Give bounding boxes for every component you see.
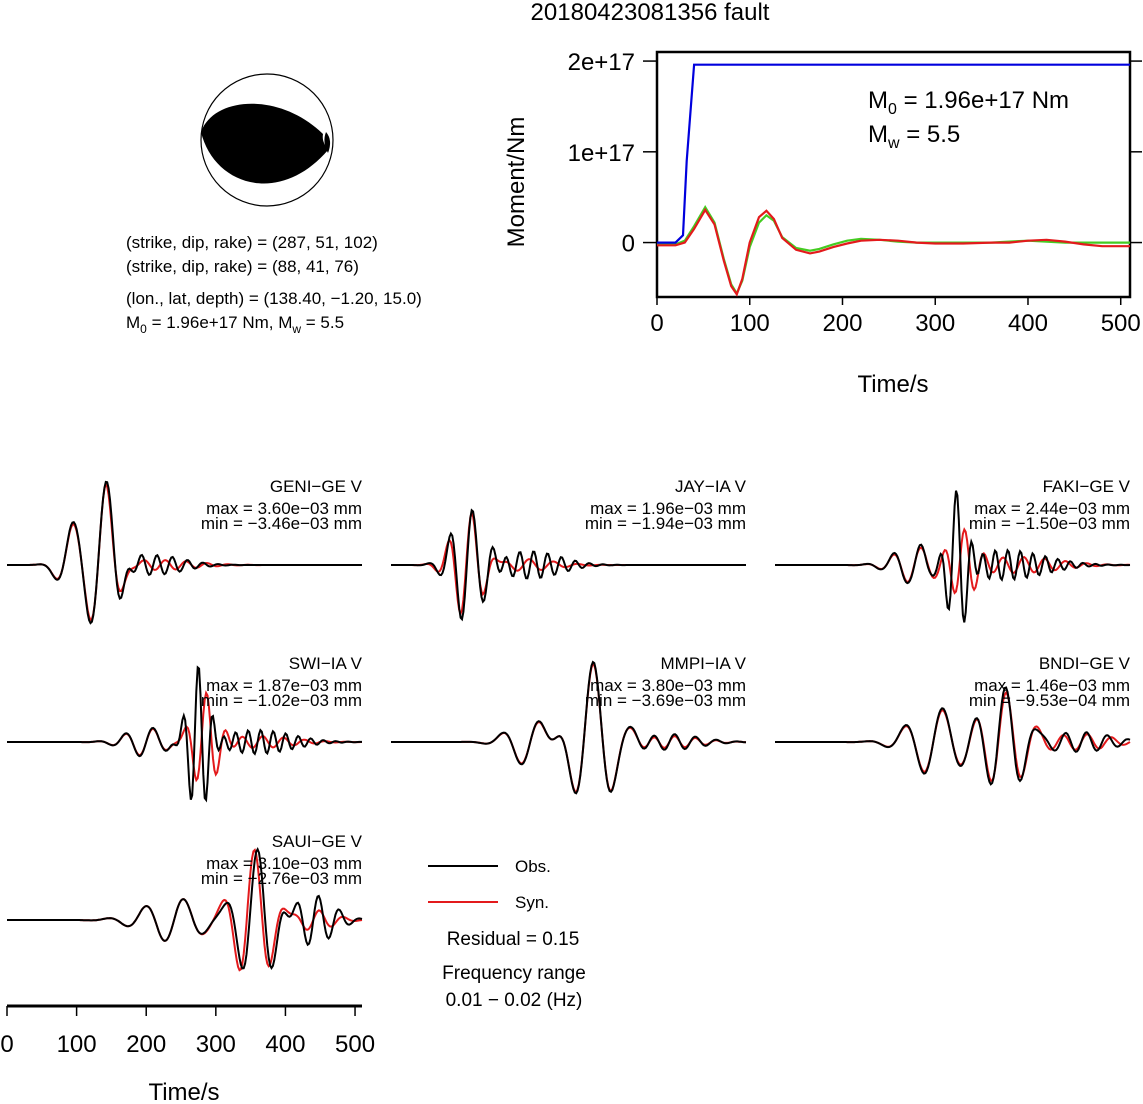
station-min: min = −1.94e−03 mm [585, 514, 746, 533]
moment-series-green [657, 205, 1130, 296]
moment-ylabel: Moment/Nm [503, 117, 530, 248]
annot-mw-value: = 5.5 [900, 121, 961, 148]
nodal-plane-2: (strike, dip, rake) = (88, 41, 76) [126, 257, 359, 276]
station-max: max = 2.44e−03 mm [974, 499, 1130, 518]
station-label: FAKI−GE V [1043, 477, 1131, 496]
station-label: BNDI−GE V [1039, 654, 1131, 673]
moment-plot: 0 100 200 300 400 500 0 1e+17 2e+17 Moment/Nm Ti… [503, 49, 1142, 398]
moment-ytick-label: 2e+17 [568, 49, 635, 76]
moment-annotation-m0: M0 = 1.96e+17 Nm [868, 87, 1069, 118]
station-max: max = 1.87e−03 mm [206, 676, 362, 695]
station-max: max = 3.80e−03 mm [590, 676, 746, 695]
waveform-time-axis: 0 100 200 300 400 500 [0, 1004, 375, 1058]
station-min: min = −9.53e−04 mm [969, 691, 1130, 710]
waveform-xtick-label: 200 [126, 1031, 166, 1058]
observed-trace [391, 508, 746, 622]
legend-syn-label: Syn. [515, 893, 549, 912]
observed-trace [775, 686, 1131, 786]
station-min: min = −3.69e−03 mm [585, 691, 746, 710]
moment-xtick-label: 0 [650, 310, 663, 337]
annot-mw-symbol: M [868, 121, 888, 148]
station-label: SWI−IA V [289, 654, 363, 673]
figure-title: 20180423081356 fault [531, 0, 770, 26]
moment-xtick-label: 200 [822, 310, 862, 337]
hypocenter: (lon., lat, depth) = (138.40, −1.20, 15.… [126, 289, 422, 308]
observed-trace [7, 480, 362, 625]
beachball-compression-tip [324, 132, 331, 153]
station-min: min = −1.02e−03 mm [201, 691, 362, 710]
waveform-xtick-label: 0 [0, 1031, 13, 1058]
moment-magnitude-line: M0 = 1.96e+17 Nm, Mw = 5.5 [126, 313, 344, 336]
annot-mw-subscript: w [887, 135, 900, 152]
moment-axes: 0 100 200 300 400 500 0 1e+17 2e+17 [568, 49, 1142, 337]
annot-m0-value: = 1.96e+17 Nm [897, 87, 1069, 114]
moment-ytick-label: 0 [622, 231, 635, 258]
station-label: MMPI−IA V [661, 654, 747, 673]
station-min: min = −2.76e−03 mm [201, 869, 362, 888]
waveform-xtick-label: 300 [196, 1031, 236, 1058]
moment-xtick-label: 100 [730, 310, 770, 337]
station-min: min = −3.46e−03 mm [201, 514, 362, 533]
station-max: max = 1.46e−03 mm [974, 676, 1130, 695]
moment-xtick-label: 300 [915, 310, 955, 337]
moment-ytick-label: 1e+17 [568, 140, 635, 167]
waveform-xtick-label: 400 [265, 1031, 305, 1058]
moment-series-group [657, 63, 1130, 297]
station-label: JAY−IA V [675, 477, 747, 496]
observed-trace [7, 665, 362, 803]
beachball-compression-quadrant [201, 103, 328, 184]
station-max: max = 3.60e−03 mm [206, 499, 362, 518]
moment-series-blue [657, 63, 1130, 244]
observed-trace [391, 660, 746, 795]
mw-value: = 5.5 [301, 313, 344, 332]
annot-m0-subscript: 0 [888, 101, 897, 118]
waveform-xtick-label: 500 [335, 1031, 375, 1058]
moment-xtick-label: 400 [1008, 310, 1048, 337]
observed-trace [7, 847, 363, 970]
residual-text: Residual = 0.15 [447, 929, 580, 950]
waveform-legend: Obs. Syn. Residual = 0.15 Frequency rang… [428, 857, 586, 1011]
moment-xtick-label: 500 [1101, 310, 1141, 337]
station-max: max = 1.96e−03 mm [590, 499, 746, 518]
frequency-range-label: Frequency range [442, 963, 586, 984]
legend-obs-label: Obs. [515, 857, 551, 876]
moment-series-red [657, 207, 1130, 297]
frequency-range-value: 0.01 − 0.02 (Hz) [446, 990, 583, 1011]
waveform-xtick-label: 100 [57, 1031, 97, 1058]
station-label: SAUI−GE V [272, 832, 363, 851]
annot-m0-symbol: M [868, 87, 888, 114]
station-max: max = 3.10e−03 mm [206, 854, 362, 873]
station-label: GENI−GE V [270, 477, 363, 496]
mechanism-info: (strike, dip, rake) = (287, 51, 102) (st… [126, 233, 422, 336]
m0-subscript: 0 [140, 322, 147, 336]
moment-annotation-mw: Mw = 5.5 [868, 121, 960, 152]
moment-plot-frame [655, 50, 1132, 299]
nodal-plane-1: (strike, dip, rake) = (287, 51, 102) [126, 233, 378, 252]
beachball [200, 73, 334, 207]
waveform-xlabel: Time/s [148, 1079, 219, 1104]
observed-trace [775, 490, 1131, 623]
m0-value: = 1.96e+17 Nm, M [147, 313, 293, 332]
mw-subscript: w [291, 322, 301, 336]
station-min: min = −1.50e−03 mm [969, 514, 1130, 533]
moment-xlabel: Time/s [857, 371, 928, 398]
m0-symbol: M [126, 313, 140, 332]
